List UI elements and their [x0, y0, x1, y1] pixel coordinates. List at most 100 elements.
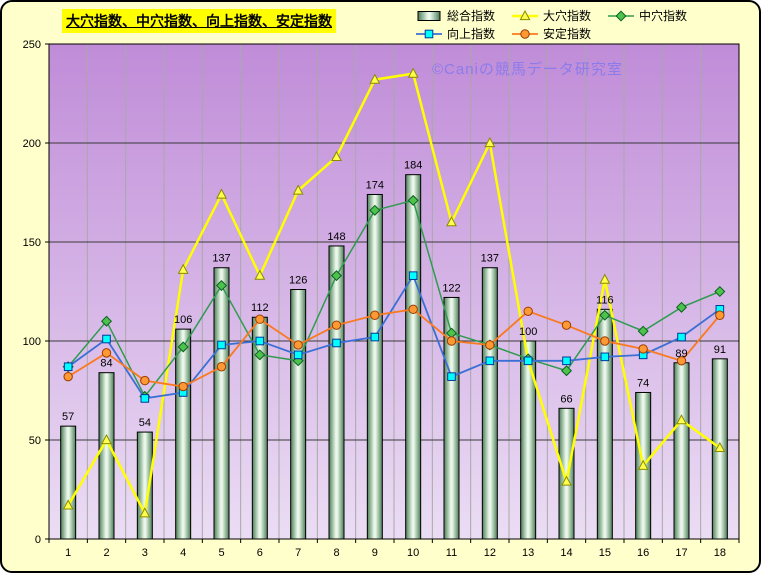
legend: 総合指数 大穴指数 中穴指数 向上指数 安定指数 [415, 7, 737, 42]
diamond-marker [215, 280, 228, 292]
legend-label: 安定指数 [543, 27, 592, 41]
legend-item: 大穴指数 [511, 7, 591, 24]
triangle-marker [292, 184, 304, 195]
y-tick-label: 100 [23, 336, 41, 348]
bar-label: 112 [251, 302, 269, 314]
triangle-marker [519, 9, 531, 20]
bar-label: 122 [442, 282, 460, 294]
bar-label: 137 [212, 253, 230, 265]
bar-label: 74 [637, 377, 649, 389]
bar-swatch [417, 10, 441, 21]
square-marker [102, 334, 111, 344]
diamond-marker [615, 9, 627, 22]
bar [673, 362, 690, 540]
triangle-marker [369, 73, 381, 84]
bar [290, 289, 307, 540]
circle-marker [676, 356, 687, 366]
square-marker [140, 394, 150, 403]
bar [98, 372, 115, 540]
legend-item: 総合指数 [415, 7, 495, 24]
diamond-marker [100, 315, 113, 327]
circle-marker [520, 28, 530, 39]
circle-marker [331, 320, 342, 330]
x-tick-label: 14 [560, 547, 572, 559]
legend-item: 安定指数 [511, 25, 591, 42]
triangle-marker [407, 67, 419, 78]
triangle-marker [599, 273, 611, 284]
square-marker [63, 362, 73, 372]
y-tick-label: 200 [23, 138, 41, 150]
circle-marker [293, 340, 303, 350]
bar-label: 91 [714, 344, 726, 356]
line-series [62, 67, 726, 518]
x-tick-label: 4 [180, 547, 186, 559]
bar-label: 54 [139, 417, 151, 429]
triangle-marker [484, 136, 496, 148]
circle-marker [408, 304, 418, 315]
y-tick-label: 0 [35, 534, 41, 546]
circle-marker [561, 320, 572, 330]
diamond-marker [560, 365, 573, 377]
x-tick-label: 1 [65, 547, 71, 559]
circle-marker [446, 336, 457, 346]
circle-marker [638, 344, 648, 354]
x-tick-label: 13 [522, 547, 534, 559]
triangle-marker [139, 507, 151, 518]
square-marker [424, 29, 434, 38]
circle-marker [216, 362, 227, 372]
square-marker [408, 271, 418, 280]
line-series [63, 271, 725, 403]
x-tick-label: 11 [446, 547, 457, 559]
diamond-marker [599, 309, 611, 321]
legend-diamond-marker [608, 9, 635, 22]
square-marker [447, 372, 456, 381]
circle-marker [255, 314, 265, 324]
square-marker [293, 350, 303, 360]
triangle-marker [177, 263, 189, 274]
x-tick-label: 7 [295, 547, 301, 559]
x-tick-label: 18 [714, 547, 726, 559]
triangle-marker [676, 414, 687, 425]
square-marker [600, 352, 610, 362]
diamond-marker [254, 349, 266, 361]
legend-circle-marker [512, 28, 539, 39]
triangle-marker [62, 499, 74, 510]
bar [175, 328, 192, 540]
bar-label: 66 [560, 393, 572, 405]
triangle-marker [254, 269, 266, 280]
x-tick-label: 6 [257, 547, 263, 559]
circle-marker [600, 336, 610, 346]
triangle-marker [561, 475, 572, 486]
y-tick-label: 50 [29, 435, 41, 447]
x-tick-label: 16 [637, 547, 649, 559]
y-tick-label: 150 [23, 237, 41, 249]
bar [213, 267, 230, 540]
x-tick-label: 8 [333, 547, 339, 559]
legend-label: 中穴指数 [639, 9, 688, 23]
line-series [63, 304, 725, 392]
legend-item: 中穴指数 [607, 7, 687, 24]
bar-label: 137 [481, 253, 499, 265]
square-marker [217, 340, 226, 350]
triangle-marker [101, 433, 112, 445]
bar-labels: 57 84 54 106 137 112 126 148 174 184 122 137 100 66 11… [62, 160, 726, 429]
series-line [67, 72, 721, 518]
x-tick-label: 10 [407, 547, 419, 559]
y-tick-label: 250 [23, 39, 41, 51]
x-tick-label: 9 [372, 547, 378, 559]
bar [366, 193, 383, 540]
square-marker [255, 336, 265, 346]
diamond-marker [714, 285, 726, 298]
x-tick-label: 3 [142, 547, 148, 559]
circle-marker [101, 348, 112, 358]
diamond-marker [675, 301, 688, 313]
x-tick-label: 12 [484, 547, 496, 559]
x-tick-label: 17 [675, 547, 687, 559]
diamond-marker [637, 325, 649, 337]
series-line [67, 273, 721, 400]
legend-label: 総合指数 [447, 9, 496, 23]
legend-label: 大穴指数 [543, 9, 592, 23]
